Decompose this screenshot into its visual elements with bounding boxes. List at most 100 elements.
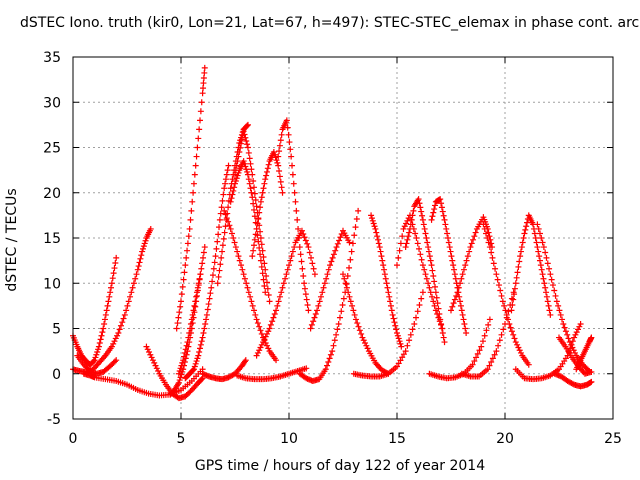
data-point-marker xyxy=(471,358,478,365)
data-point-marker xyxy=(224,167,231,174)
data-point-marker xyxy=(358,330,365,337)
data-point-marker xyxy=(241,131,248,138)
data-point-marker xyxy=(201,325,208,332)
data-point-marker xyxy=(388,307,395,314)
data-point-marker xyxy=(193,293,200,300)
data-point-marker xyxy=(340,271,346,278)
data-point-marker xyxy=(476,347,483,354)
data-point-marker xyxy=(125,298,132,305)
data-point-marker xyxy=(251,206,258,213)
data-point-marker xyxy=(316,298,323,305)
data-point-marker xyxy=(520,235,527,241)
data-point-marker xyxy=(444,235,451,241)
data-point-marker xyxy=(484,366,491,373)
data-point-marker xyxy=(260,276,267,283)
data-point-marker xyxy=(95,343,102,350)
data-point-marker xyxy=(232,171,238,178)
data-point-marker xyxy=(549,282,556,289)
data-point-marker xyxy=(194,284,201,291)
data-point-marker xyxy=(347,298,354,305)
y-tick-label: 15 xyxy=(43,231,61,247)
data-series-34 xyxy=(573,334,595,373)
data-point-marker xyxy=(457,280,464,287)
data-point-marker xyxy=(404,342,411,349)
data-point-marker xyxy=(320,284,327,291)
data-point-marker xyxy=(314,307,321,314)
data-point-marker xyxy=(422,230,429,237)
data-point-marker xyxy=(197,117,204,124)
data-point-marker xyxy=(539,271,546,278)
data-point-marker xyxy=(235,153,242,160)
data-point-marker xyxy=(209,272,216,279)
data-point-marker xyxy=(200,330,207,337)
data-point-marker xyxy=(295,225,302,232)
data-point-marker xyxy=(510,331,517,338)
data-point-marker xyxy=(311,271,318,278)
data-point-marker xyxy=(485,321,492,328)
data-point-marker xyxy=(140,243,147,250)
data-point-marker xyxy=(197,271,204,278)
data-point-marker xyxy=(537,262,544,269)
data-series-10 xyxy=(227,158,269,296)
data-point-marker xyxy=(291,189,298,196)
data-point-marker xyxy=(225,162,232,169)
data-point-marker xyxy=(216,224,223,231)
data-point-marker xyxy=(429,267,436,274)
data-point-marker xyxy=(294,216,301,223)
data-point-marker xyxy=(346,239,353,246)
data-point-marker xyxy=(425,244,432,251)
data-point-marker xyxy=(445,239,452,246)
data-point-marker xyxy=(271,311,278,318)
data-point-marker xyxy=(250,177,257,184)
data-point-marker xyxy=(406,225,413,232)
data-point-marker xyxy=(444,230,451,237)
data-point-marker xyxy=(112,259,119,266)
x-axis-label: GPS time / hours of day 122 of year 2014 xyxy=(195,458,485,474)
data-point-marker xyxy=(264,285,271,292)
data-series-32 xyxy=(551,370,595,390)
data-point-marker xyxy=(196,349,203,356)
data-point-marker xyxy=(485,239,492,246)
data-point-marker xyxy=(381,271,388,278)
data-point-marker xyxy=(414,240,421,247)
data-point-marker xyxy=(219,248,226,255)
data-point-marker xyxy=(193,289,200,296)
data-point-marker xyxy=(406,337,413,344)
data-point-marker xyxy=(418,295,425,302)
data-point-marker xyxy=(467,244,474,251)
data-point-marker xyxy=(399,233,406,240)
data-point-marker xyxy=(488,358,495,365)
data-series-28 xyxy=(458,289,517,380)
data-point-marker xyxy=(461,320,468,327)
data-point-marker xyxy=(531,230,538,237)
data-point-marker xyxy=(432,283,439,290)
data-point-marker xyxy=(243,280,250,287)
data-point-marker xyxy=(383,280,390,287)
data-point-marker xyxy=(246,180,253,187)
data-point-marker xyxy=(192,162,199,169)
data-point-marker xyxy=(252,231,259,238)
data-point-marker xyxy=(443,225,450,232)
data-point-marker xyxy=(258,263,265,270)
data-point-marker xyxy=(438,200,445,207)
data-point-marker xyxy=(426,284,433,291)
data-point-marker xyxy=(275,298,282,305)
data-point-marker xyxy=(178,362,185,369)
data-point-marker xyxy=(368,212,375,219)
data-point-marker xyxy=(399,354,406,361)
data-point-marker xyxy=(505,308,512,315)
data-point-marker xyxy=(291,244,298,251)
data-series-26 xyxy=(448,214,496,314)
data-point-marker xyxy=(277,137,284,144)
data-point-marker xyxy=(232,167,239,174)
data-point-marker xyxy=(102,311,109,318)
data-point-marker xyxy=(198,376,205,383)
y-tick-label: 0 xyxy=(52,367,61,383)
data-point-marker xyxy=(283,271,290,278)
data-point-marker xyxy=(463,330,470,337)
data-point-marker xyxy=(380,262,387,269)
data-point-marker xyxy=(517,349,524,356)
data-point-marker xyxy=(553,298,560,305)
data-point-marker xyxy=(421,266,428,273)
